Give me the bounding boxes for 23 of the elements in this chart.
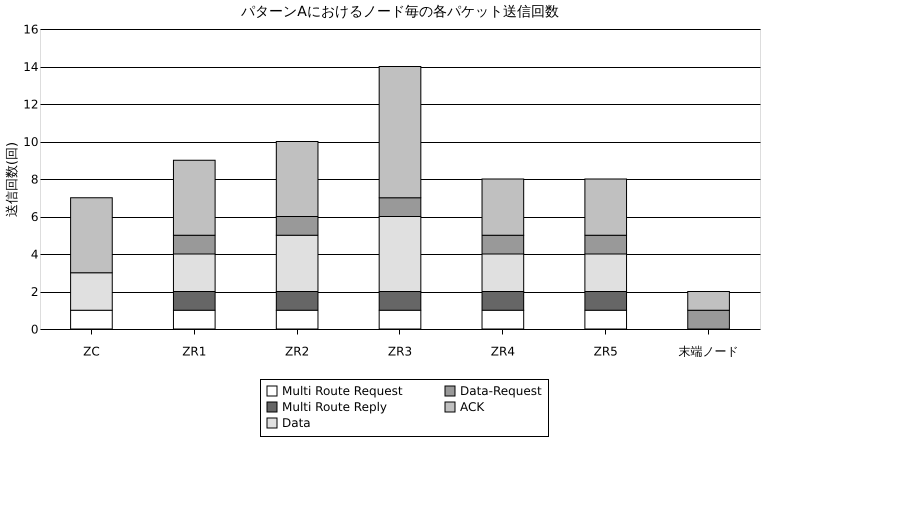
y-tick-label: 8 bbox=[30, 172, 38, 186]
x-tick-label: ZR3 bbox=[388, 344, 412, 358]
y-tick-label: 16 bbox=[23, 22, 38, 36]
y-tick-label: 12 bbox=[23, 98, 38, 112]
legend-label: ACK bbox=[460, 400, 486, 414]
legend-label: Data bbox=[282, 416, 311, 430]
legend-label: Multi Route Reply bbox=[282, 400, 388, 414]
y-tick-label: 2 bbox=[30, 285, 38, 299]
chart-title: パターンAにおけるノード毎の各パケット送信回数 bbox=[240, 4, 559, 20]
x-tick-label: ZR5 bbox=[594, 344, 618, 358]
x-tick-label: ZR4 bbox=[490, 344, 515, 358]
y-tick-label: 14 bbox=[23, 60, 38, 74]
y-tick-label: 4 bbox=[30, 248, 38, 262]
y-tick-label: 10 bbox=[23, 135, 38, 149]
legend-label: Data-Request bbox=[460, 384, 542, 398]
y-tick-label: 6 bbox=[30, 210, 38, 224]
legend-label: Multi Route Request bbox=[282, 384, 403, 398]
x-tick-label: ZR1 bbox=[182, 344, 206, 358]
x-tick-label: ZR2 bbox=[285, 344, 310, 358]
x-tick-label: 末端ノード bbox=[678, 344, 739, 358]
y-tick-label: 0 bbox=[30, 322, 38, 336]
x-tick-label: ZC bbox=[83, 344, 100, 358]
y-axis-title: 送信回数(回) bbox=[5, 142, 20, 218]
